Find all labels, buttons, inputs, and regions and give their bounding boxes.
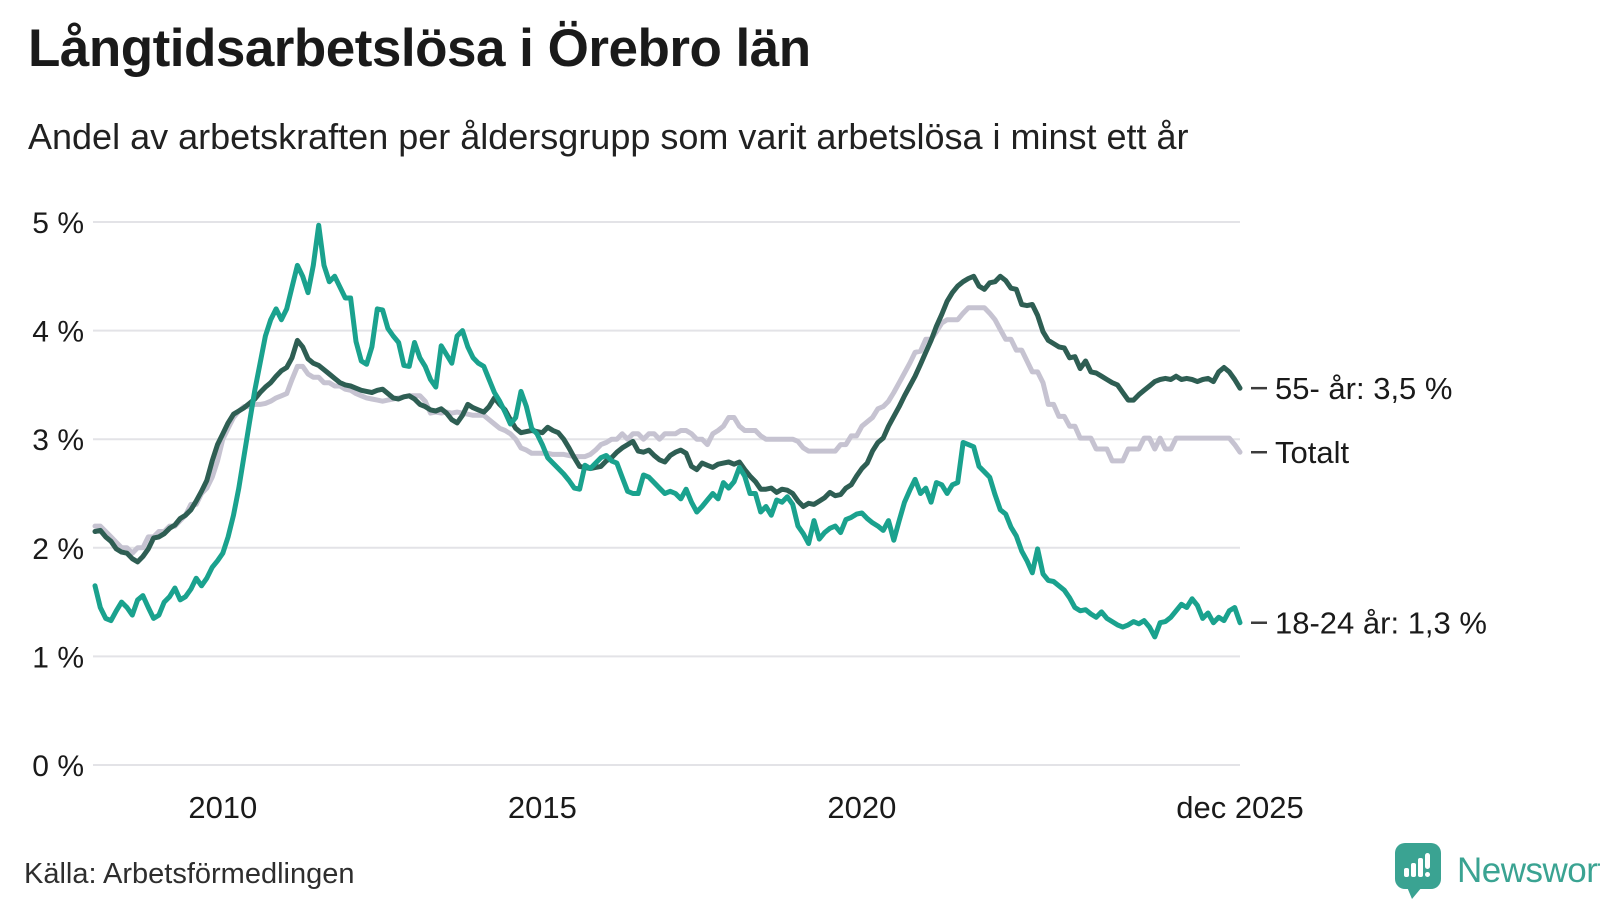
series-line-totalt	[92, 305, 1243, 556]
page-title: Långtidsarbetslösa i Örebro län	[28, 19, 811, 78]
newsworthy-logo: Newsworthy	[1394, 842, 1600, 900]
x-axis-tick-label: 2020	[827, 790, 896, 825]
y-axis-tick-label: 4 %	[32, 316, 84, 349]
series-end-label-totalt: Totalt	[1275, 435, 1349, 470]
y-axis-tick-label: 1 %	[32, 641, 84, 674]
x-axis-tick-label: 2015	[508, 790, 577, 825]
y-axis-tick-label: 5 %	[32, 207, 84, 240]
x-axis-tick-label: dec 2025	[1176, 790, 1304, 825]
page-subtitle: Andel av arbetskraften per åldersgrupp s…	[28, 116, 1189, 157]
x-axis-tick-label: 2010	[188, 790, 257, 825]
series-end-label-18-24-r: 18-24 år: 1,3 %	[1275, 606, 1487, 641]
y-axis-tick-label: 3 %	[32, 424, 84, 457]
series-end-label-55-r: 55- år: 3,5 %	[1275, 371, 1452, 406]
source-note: Källa: Arbetsförmedlingen	[24, 858, 355, 890]
newsworthy-logo-icon	[1395, 843, 1441, 899]
series-line-18-24-r	[92, 222, 1243, 640]
series-line-55-r	[92, 273, 1243, 565]
y-axis-tick-label: 0 %	[32, 750, 84, 783]
newsworthy-wordmark: Newsworthy	[1457, 851, 1600, 890]
y-axis-tick-label: 2 %	[32, 533, 84, 566]
